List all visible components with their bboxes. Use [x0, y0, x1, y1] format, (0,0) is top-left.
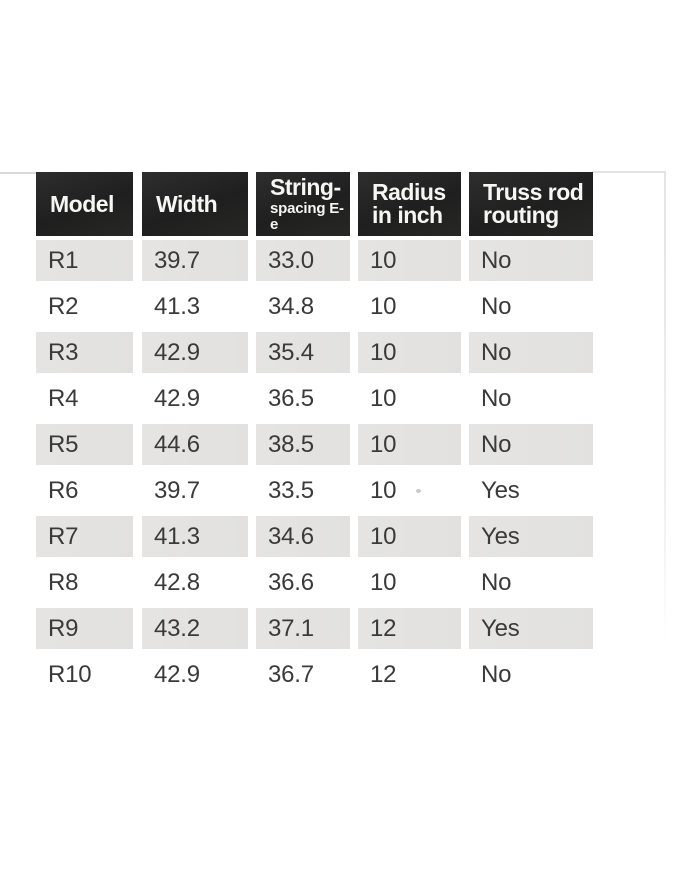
cell-truss-rod: Yes: [469, 516, 593, 557]
cell-model: R4: [48, 384, 79, 412]
cell-truss-rod: No: [481, 568, 512, 596]
scan-artifact-line-vertical: [664, 172, 666, 642]
cell-truss-rod: No: [481, 384, 512, 412]
cell-radius: 10: [370, 568, 397, 596]
cell-string-spacing: 36.7: [268, 660, 314, 688]
cell-string-spacing: 37.1: [256, 608, 350, 649]
cell-width: 41.3: [142, 516, 248, 557]
cell-string-spacing: 34.6: [256, 516, 350, 557]
column-header-label: String-: [270, 173, 341, 200]
cell-radius: 10: [358, 332, 461, 373]
cell-radius: 10: [358, 516, 461, 557]
spec-table: Model Width String- spacing E-e Radius i…: [36, 172, 593, 700]
table-row: R9 43.2 37.1 12 Yes: [36, 608, 593, 654]
table-row: R4 42.9 36.5 10 No: [36, 378, 593, 424]
cell-string-spacing: 36.6: [268, 568, 314, 596]
cell-truss-rod: Yes: [481, 476, 520, 504]
column-header-radius: Radius in inch: [358, 172, 461, 236]
scan-artifact-line-right: [592, 171, 666, 173]
cell-truss-rod: Yes: [469, 608, 593, 649]
cell-width: 44.6: [142, 424, 248, 465]
cell-radius: 10: [370, 292, 397, 320]
cell-width: 39.7: [142, 240, 248, 281]
cell-radius: 10: [358, 424, 461, 465]
column-header-label: Model: [50, 190, 114, 217]
cell-string-spacing: 34.8: [268, 292, 314, 320]
cell-model: R7: [36, 516, 133, 557]
column-header-label: routing: [483, 202, 559, 228]
cell-radius: 10: [358, 240, 461, 281]
column-header-label: Truss rod: [483, 179, 584, 205]
column-header-width: Width: [142, 172, 248, 236]
table-row: R5 44.6 38.5 10 No: [36, 424, 593, 470]
scan-artifact-line-left: [0, 172, 37, 174]
cell-string-spacing: 33.0: [256, 240, 350, 281]
cell-width: 39.7: [154, 476, 200, 504]
cell-radius: 12: [358, 608, 461, 649]
cell-width: 42.9: [154, 660, 200, 688]
cell-width: 42.9: [154, 384, 200, 412]
cell-width: 42.8: [154, 568, 200, 596]
column-header-label: Width: [156, 190, 218, 217]
cell-width: 42.9: [142, 332, 248, 373]
cell-truss-rod: No: [469, 240, 593, 281]
column-header-truss-rod: Truss rod routing: [469, 172, 593, 236]
cell-model: R6: [48, 476, 79, 504]
cell-model: R9: [36, 608, 133, 649]
cell-model: R8: [48, 568, 79, 596]
cell-string-spacing: 36.5: [268, 384, 314, 412]
cell-model: R10: [48, 660, 92, 688]
column-header-label: Radius: [372, 179, 446, 205]
cell-radius: 10: [370, 384, 397, 412]
table-body: R1 39.7 33.0 10 No R2 41.3 34.8 10 No R3…: [36, 240, 593, 700]
cell-string-spacing: 38.5: [256, 424, 350, 465]
cell-truss-rod: No: [481, 660, 512, 688]
table-header-row: Model Width String- spacing E-e Radius i…: [36, 172, 593, 236]
cell-string-spacing: 33.5: [268, 476, 314, 504]
cell-radius: 12: [370, 660, 397, 688]
column-header-sublabel: spacing E-e: [270, 199, 344, 233]
table-row: R8 42.8 36.6 10 No: [36, 562, 593, 608]
column-header-model: Model: [36, 172, 133, 236]
cell-model: R3: [36, 332, 133, 373]
table-row: R3 42.9 35.4 10 No: [36, 332, 593, 378]
column-header-label: in inch: [372, 202, 443, 228]
scan-speck: [416, 489, 421, 493]
table-row: R7 41.3 34.6 10 Yes: [36, 516, 593, 562]
table-row: R2 41.3 34.8 10 No: [36, 286, 593, 332]
cell-model: R2: [48, 292, 79, 320]
table-row: R10 42.9 36.7 12 No: [36, 654, 593, 700]
cell-string-spacing: 35.4: [256, 332, 350, 373]
table-row: R6 39.7 33.5 10 Yes: [36, 470, 593, 516]
cell-radius: 10: [370, 476, 397, 504]
cell-truss-rod: No: [469, 424, 593, 465]
cell-truss-rod: No: [481, 292, 512, 320]
cell-model: R1: [36, 240, 133, 281]
column-header-string-spacing: String- spacing E-e: [256, 172, 350, 236]
cell-width: 43.2: [142, 608, 248, 649]
table-row: R1 39.7 33.0 10 No: [36, 240, 593, 286]
cell-truss-rod: No: [469, 332, 593, 373]
cell-model: R5: [36, 424, 133, 465]
cell-width: 41.3: [154, 292, 200, 320]
